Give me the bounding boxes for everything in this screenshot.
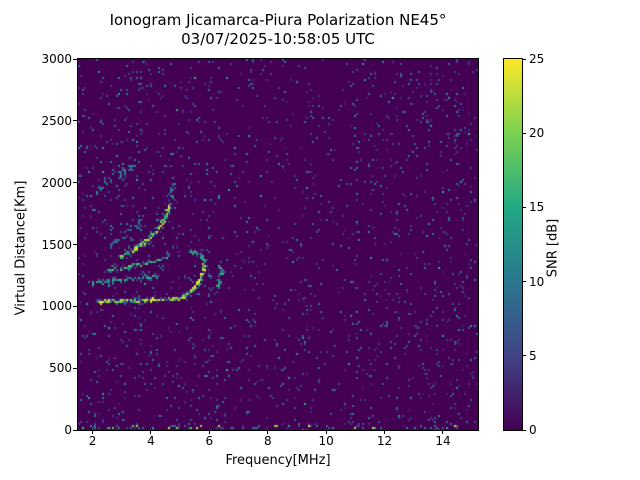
y-tick-label: 0 xyxy=(64,423,72,437)
x-tick-mark xyxy=(442,430,444,434)
y-tick-label: 2500 xyxy=(41,113,72,128)
ionogram-heatmap-canvas xyxy=(78,59,478,430)
x-tick-label: 2 xyxy=(88,434,97,448)
x-tick-mark xyxy=(150,430,152,434)
y-tick-label: 500 xyxy=(49,361,72,376)
x-tick-label: 4 xyxy=(147,434,155,448)
colorbar-gradient xyxy=(503,58,523,431)
x-tick-label: 8 xyxy=(263,434,272,448)
y-axis-label: Virtual Distance[Km] xyxy=(13,180,29,316)
colorbar-tick-label: 5 xyxy=(529,348,537,363)
y-tick-mark xyxy=(73,367,77,369)
colorbar-tick-label: 15 xyxy=(529,200,545,215)
x-tick-label: 6 xyxy=(205,434,214,448)
y-tick-mark xyxy=(73,244,77,245)
y-tick-mark xyxy=(73,305,77,307)
x-tick-label: 10 xyxy=(318,434,334,448)
colorbar-tick-mark xyxy=(522,355,526,357)
colorbar-tick-mark xyxy=(522,429,526,431)
x-tick-label: 12 xyxy=(376,434,393,448)
x-tick-label: 14 xyxy=(435,434,451,448)
y-tick-label: 3000 xyxy=(41,52,72,66)
colorbar-tick-label: 10 xyxy=(529,274,545,289)
y-tick-label: 1000 xyxy=(41,299,72,314)
y-tick-label: 2000 xyxy=(41,175,72,190)
colorbar-tick-mark xyxy=(522,281,526,283)
y-tick-label: 1500 xyxy=(41,237,72,252)
colorbar-tick-label: 0 xyxy=(529,423,537,437)
colorbar-tick-mark xyxy=(522,58,526,60)
y-tick-mark xyxy=(73,58,77,60)
colorbar-label: SNR [dB] xyxy=(545,218,561,278)
plot-area xyxy=(77,58,479,431)
x-tick-mark xyxy=(384,430,386,434)
x-axis-label: Frequency[MHz] xyxy=(225,453,331,468)
colorbar-tick-label: 20 xyxy=(529,126,545,141)
x-tick-mark xyxy=(325,430,327,434)
y-tick-mark xyxy=(73,429,77,431)
colorbar-tick-mark xyxy=(522,132,526,134)
chart-title: Ionogram Jicamarca-Piura Polarization NE… xyxy=(109,11,447,29)
colorbar-tick-mark xyxy=(522,206,526,208)
x-tick-mark xyxy=(267,430,269,434)
y-tick-mark xyxy=(73,120,77,122)
y-tick-mark xyxy=(73,182,77,184)
x-tick-mark xyxy=(208,430,210,434)
colorbar-tick-label: 25 xyxy=(529,52,545,66)
chart-subtitle: 03/07/2025-10:58:05 UTC xyxy=(181,30,375,48)
x-tick-mark xyxy=(92,430,94,434)
